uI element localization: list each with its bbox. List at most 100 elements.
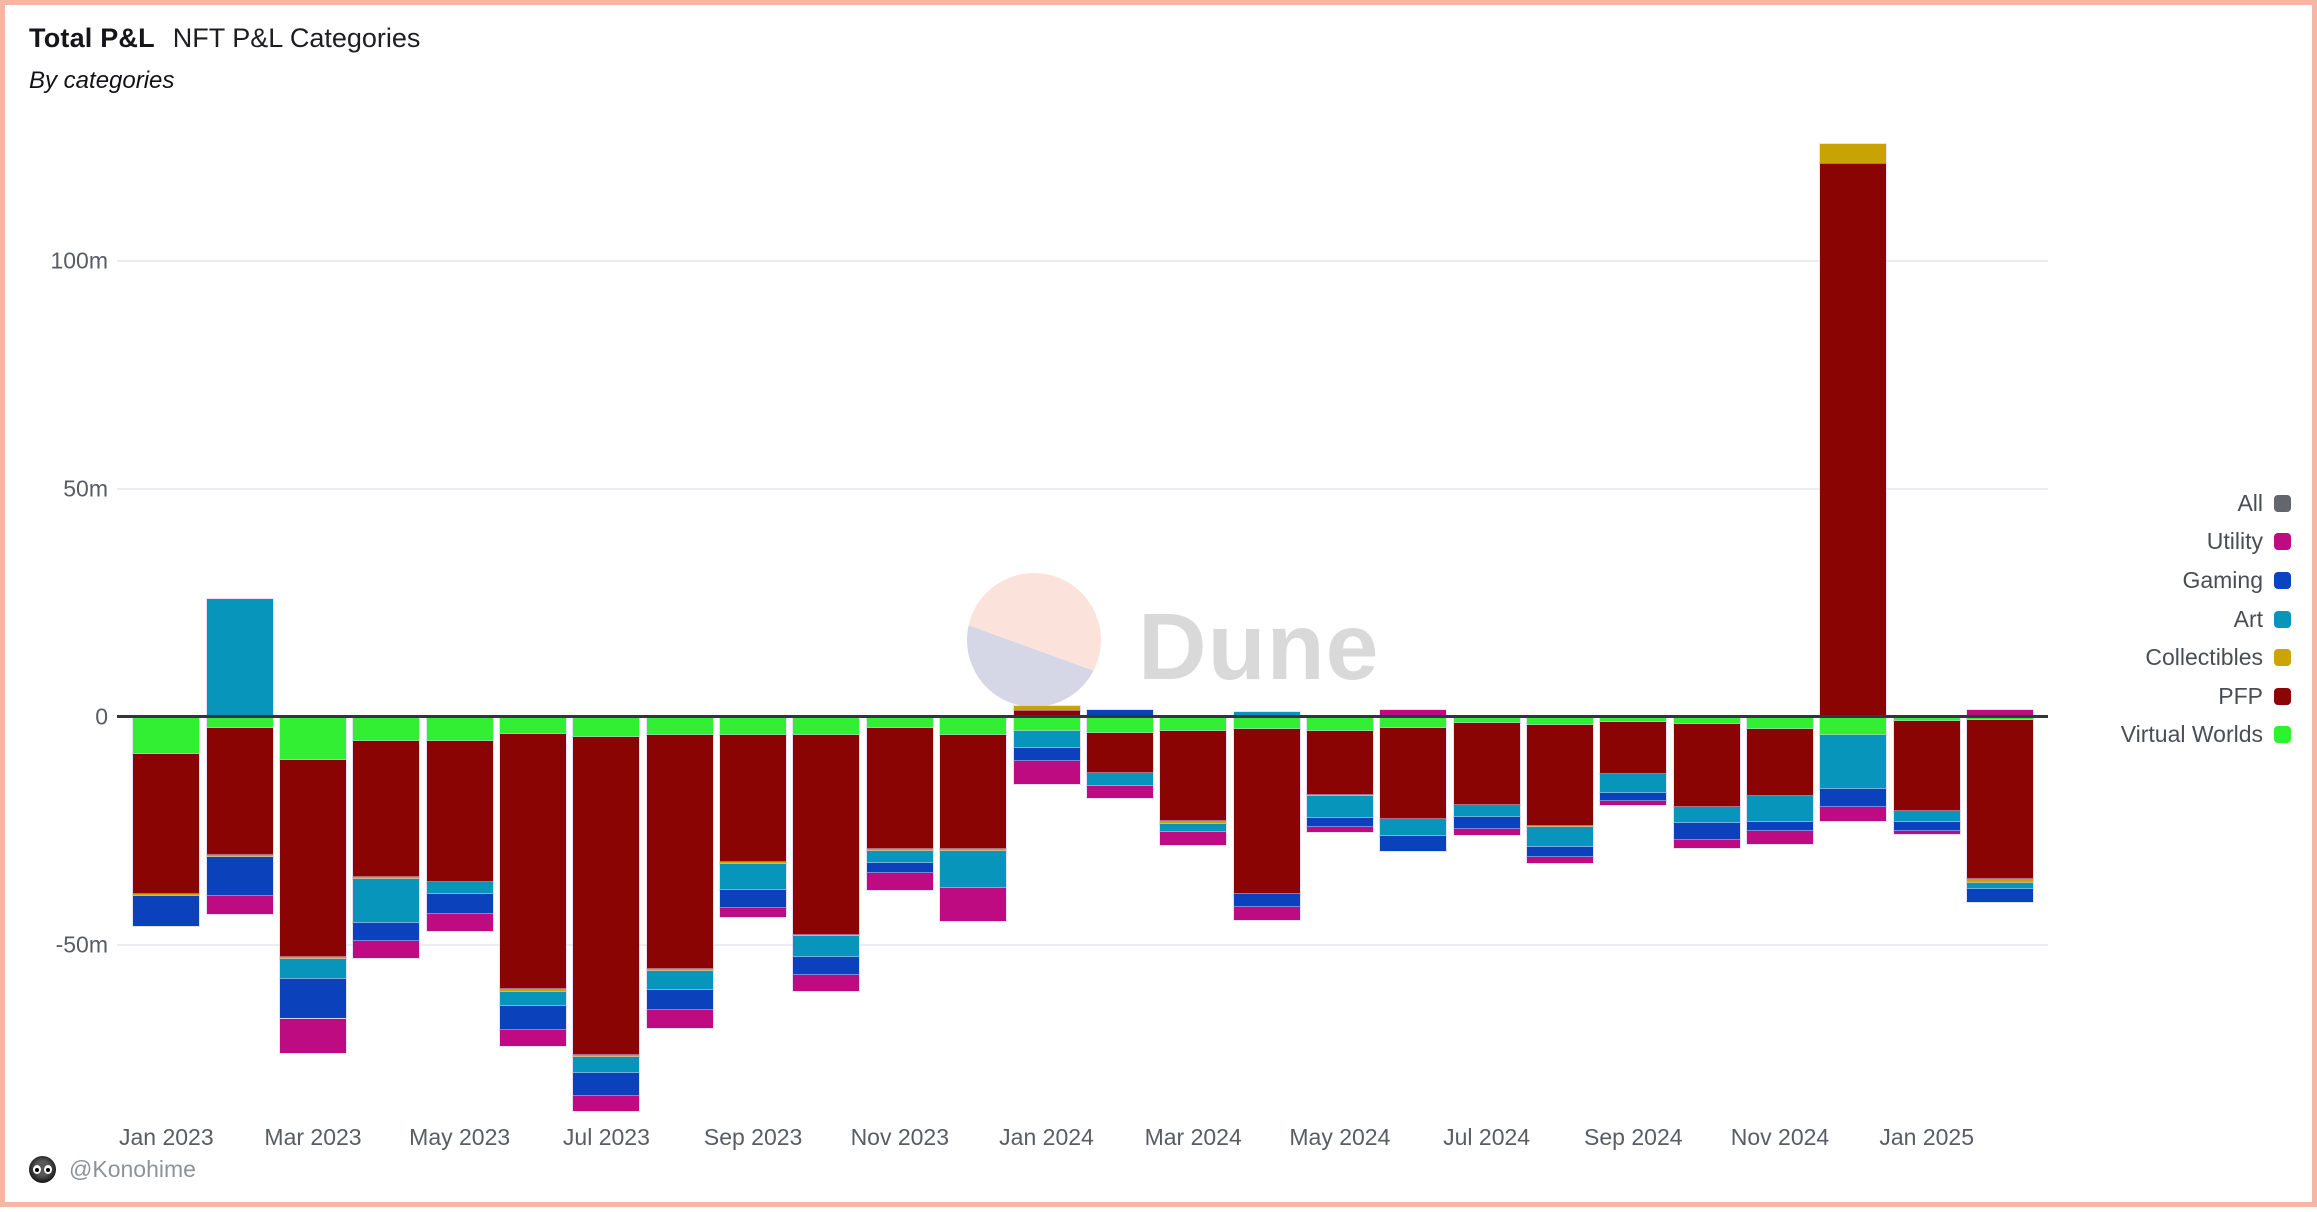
bar-segment-virtual_worlds-jun-2023[interactable] (500, 718, 567, 734)
bar-segment-collectibles-feb-2023[interactable] (206, 855, 273, 858)
bar-segment-pfp-jul-2023[interactable] (573, 737, 640, 1056)
bar-segment-gaming-may-2024[interactable] (1306, 818, 1373, 828)
bar-segment-utility-sep-2023[interactable] (720, 907, 787, 917)
bar-segment-virtual_worlds-jul-2023[interactable] (573, 718, 640, 738)
bar-segment-virtual_worlds-apr-2024[interactable] (1233, 718, 1300, 730)
bar-segment-gaming-nov-2024[interactable] (1747, 821, 1813, 831)
bar-segment-utility-may-2023[interactable] (426, 914, 493, 932)
bar-segment-pfp-apr-2023[interactable] (353, 740, 420, 878)
bar-segment-pfp-feb-2023[interactable] (206, 728, 273, 856)
bar-segment-utility-oct-2023[interactable] (793, 974, 860, 991)
bar-segment-gaming-jul-2023[interactable] (573, 1073, 640, 1097)
bar-segment-utility-sep-2024[interactable] (1600, 801, 1667, 805)
bar-segment-virtual_worlds-feb-2023[interactable] (206, 718, 273, 729)
bar-segment-utility-feb-2024[interactable] (1086, 786, 1153, 798)
bar-segment-gaming-jul-2024[interactable] (1453, 817, 1520, 830)
bar-segment-virtual_worlds-mar-2023[interactable] (280, 718, 346, 760)
bar-segment-art-dec-2023[interactable] (940, 851, 1007, 888)
bar-segment-pfp-sep-2024[interactable] (1600, 722, 1667, 774)
bar-segment-pfp-oct-2023[interactable] (793, 735, 860, 935)
bar-segment-utility-aug-2024[interactable] (1526, 857, 1593, 863)
bar-segment-art-sep-2024[interactable] (1600, 773, 1667, 793)
bar-segment-art-mar-2023[interactable] (280, 958, 346, 980)
bar-segment-virtual_worlds-jun-2024[interactable] (1380, 718, 1447, 729)
bar-segment-gaming-oct-2024[interactable] (1673, 822, 1740, 840)
bar-segment-utility-feb-2023[interactable] (206, 896, 273, 915)
bar-segment-gaming-feb-2023[interactable] (206, 857, 273, 897)
bar-segment-art-jan-2024[interactable] (1013, 731, 1080, 749)
bar-segment-virtual_worlds-jan-2023[interactable] (133, 718, 200, 755)
bar-segment-art-aug-2024[interactable] (1526, 827, 1593, 847)
bar-segment-pfp-dec-2024[interactable] (1820, 163, 1887, 715)
bar-segment-art-jan-2025[interactable] (1893, 810, 1960, 823)
bar-segment-collectibles-apr-2023[interactable] (353, 877, 420, 880)
bar-segment-virtual_worlds-dec-2023[interactable] (940, 718, 1007, 735)
bar-segment-virtual_worlds-jul-2024[interactable] (1453, 718, 1520, 724)
bar-segment-gaming-oct-2023[interactable] (793, 956, 860, 975)
bar-segment-pfp-jan-2025[interactable] (1893, 720, 1960, 811)
bar-segment-utility-feb-2025[interactable] (1967, 710, 2034, 715)
bar-segment-collectibles-sep-2023[interactable] (720, 862, 787, 864)
bar-segment-collectibles-nov-2023[interactable] (866, 849, 933, 851)
bar-segment-virtual_worlds-feb-2024[interactable] (1086, 718, 1153, 733)
bar-segment-utility-jun-2023[interactable] (500, 1030, 567, 1046)
bar-segment-gaming-jun-2024[interactable] (1380, 836, 1447, 851)
bar-segment-pfp-aug-2024[interactable] (1526, 724, 1593, 826)
bar-segment-pfp-mar-2024[interactable] (1160, 731, 1227, 822)
bar-segment-gaming-apr-2024[interactable] (1233, 894, 1300, 907)
bar-segment-gaming-nov-2023[interactable] (866, 862, 933, 874)
bar-segment-collectibles-mar-2023[interactable] (280, 957, 346, 959)
bar-segment-gaming-may-2023[interactable] (426, 893, 493, 915)
bar-segment-virtual_worlds-apr-2023[interactable] (353, 718, 420, 741)
bar-segment-collectibles-mar-2024[interactable] (1160, 821, 1227, 824)
bar-segment-utility-apr-2023[interactable] (353, 941, 420, 958)
bar-segment-art-dec-2024[interactable] (1820, 735, 1887, 790)
legend-item-utility[interactable]: Utility (2121, 523, 2291, 562)
bar-segment-collectibles-jan-2023[interactable] (133, 894, 200, 897)
bar-segment-pfp-oct-2024[interactable] (1673, 723, 1740, 808)
bar-segment-utility-dec-2024[interactable] (1820, 806, 1887, 822)
bar-segment-art-oct-2024[interactable] (1673, 807, 1740, 823)
bar-segment-virtual_worlds-aug-2024[interactable] (1526, 718, 1593, 725)
legend-item-all[interactable]: All (2121, 484, 2291, 523)
bar-segment-art-mar-2024[interactable] (1160, 823, 1227, 832)
bar-segment-pfp-sep-2023[interactable] (720, 734, 787, 863)
bar-segment-collectibles-jul-2023[interactable] (573, 1055, 640, 1058)
bar-segment-collectibles-aug-2023[interactable] (646, 969, 713, 972)
bar-segment-gaming-aug-2023[interactable] (646, 990, 713, 1011)
bar-segment-utility-mar-2023[interactable] (280, 1018, 346, 1054)
bar-segment-utility-aug-2023[interactable] (646, 1010, 713, 1029)
bar-segment-utility-jul-2024[interactable] (1453, 829, 1520, 836)
bar-segment-pfp-apr-2024[interactable] (1233, 729, 1300, 894)
bar-segment-utility-jul-2023[interactable] (573, 1096, 640, 1112)
bar-segment-virtual_worlds-sep-2023[interactable] (720, 718, 787, 735)
bar-segment-art-feb-2024[interactable] (1086, 773, 1153, 787)
bar-segment-virtual_worlds-feb-2025[interactable] (1967, 718, 2034, 720)
legend-item-gaming[interactable]: Gaming (2121, 561, 2291, 600)
bar-segment-utility-apr-2024[interactable] (1233, 906, 1300, 920)
bar-segment-pfp-dec-2023[interactable] (940, 734, 1007, 850)
bar-segment-virtual_worlds-jan-2025[interactable] (1893, 718, 1960, 721)
bar-segment-gaming-jan-2025[interactable] (1893, 822, 1960, 832)
bar-segment-pfp-may-2024[interactable] (1306, 730, 1373, 795)
bar-segment-virtual_worlds-may-2024[interactable] (1306, 718, 1373, 731)
bar-segment-art-sep-2023[interactable] (720, 863, 787, 891)
bar-segment-utility-nov-2024[interactable] (1747, 830, 1813, 844)
bar-segment-utility-mar-2024[interactable] (1160, 832, 1227, 845)
bar-segment-virtual_worlds-aug-2023[interactable] (646, 718, 713, 736)
bar-segment-gaming-jun-2023[interactable] (500, 1006, 567, 1031)
bar-segment-collectibles-oct-2023[interactable] (793, 934, 860, 937)
bar-segment-art-oct-2023[interactable] (793, 936, 860, 957)
bar-segment-gaming-dec-2024[interactable] (1820, 789, 1887, 807)
bar-segment-art-aug-2023[interactable] (646, 971, 713, 991)
bar-segment-virtual_worlds-mar-2024[interactable] (1160, 718, 1227, 732)
bar-segment-collectibles-may-2024[interactable] (1306, 794, 1373, 797)
legend-item-art[interactable]: Art (2121, 600, 2291, 639)
bar-segment-gaming-sep-2024[interactable] (1600, 792, 1667, 802)
bar-segment-art-jun-2024[interactable] (1380, 818, 1447, 837)
bar-segment-pfp-may-2023[interactable] (426, 741, 493, 882)
bar-segment-pfp-mar-2023[interactable] (280, 759, 346, 958)
bar-segment-pfp-feb-2024[interactable] (1086, 732, 1153, 774)
bar-segment-pfp-jan-2024[interactable] (1013, 710, 1080, 715)
bar-segment-utility-oct-2024[interactable] (1673, 839, 1740, 848)
